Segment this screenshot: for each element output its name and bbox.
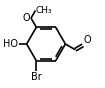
Text: O: O (83, 35, 91, 45)
Text: O: O (23, 13, 31, 23)
Text: CH₃: CH₃ (36, 6, 52, 15)
Text: Br: Br (31, 72, 42, 82)
Text: HO: HO (3, 39, 18, 49)
